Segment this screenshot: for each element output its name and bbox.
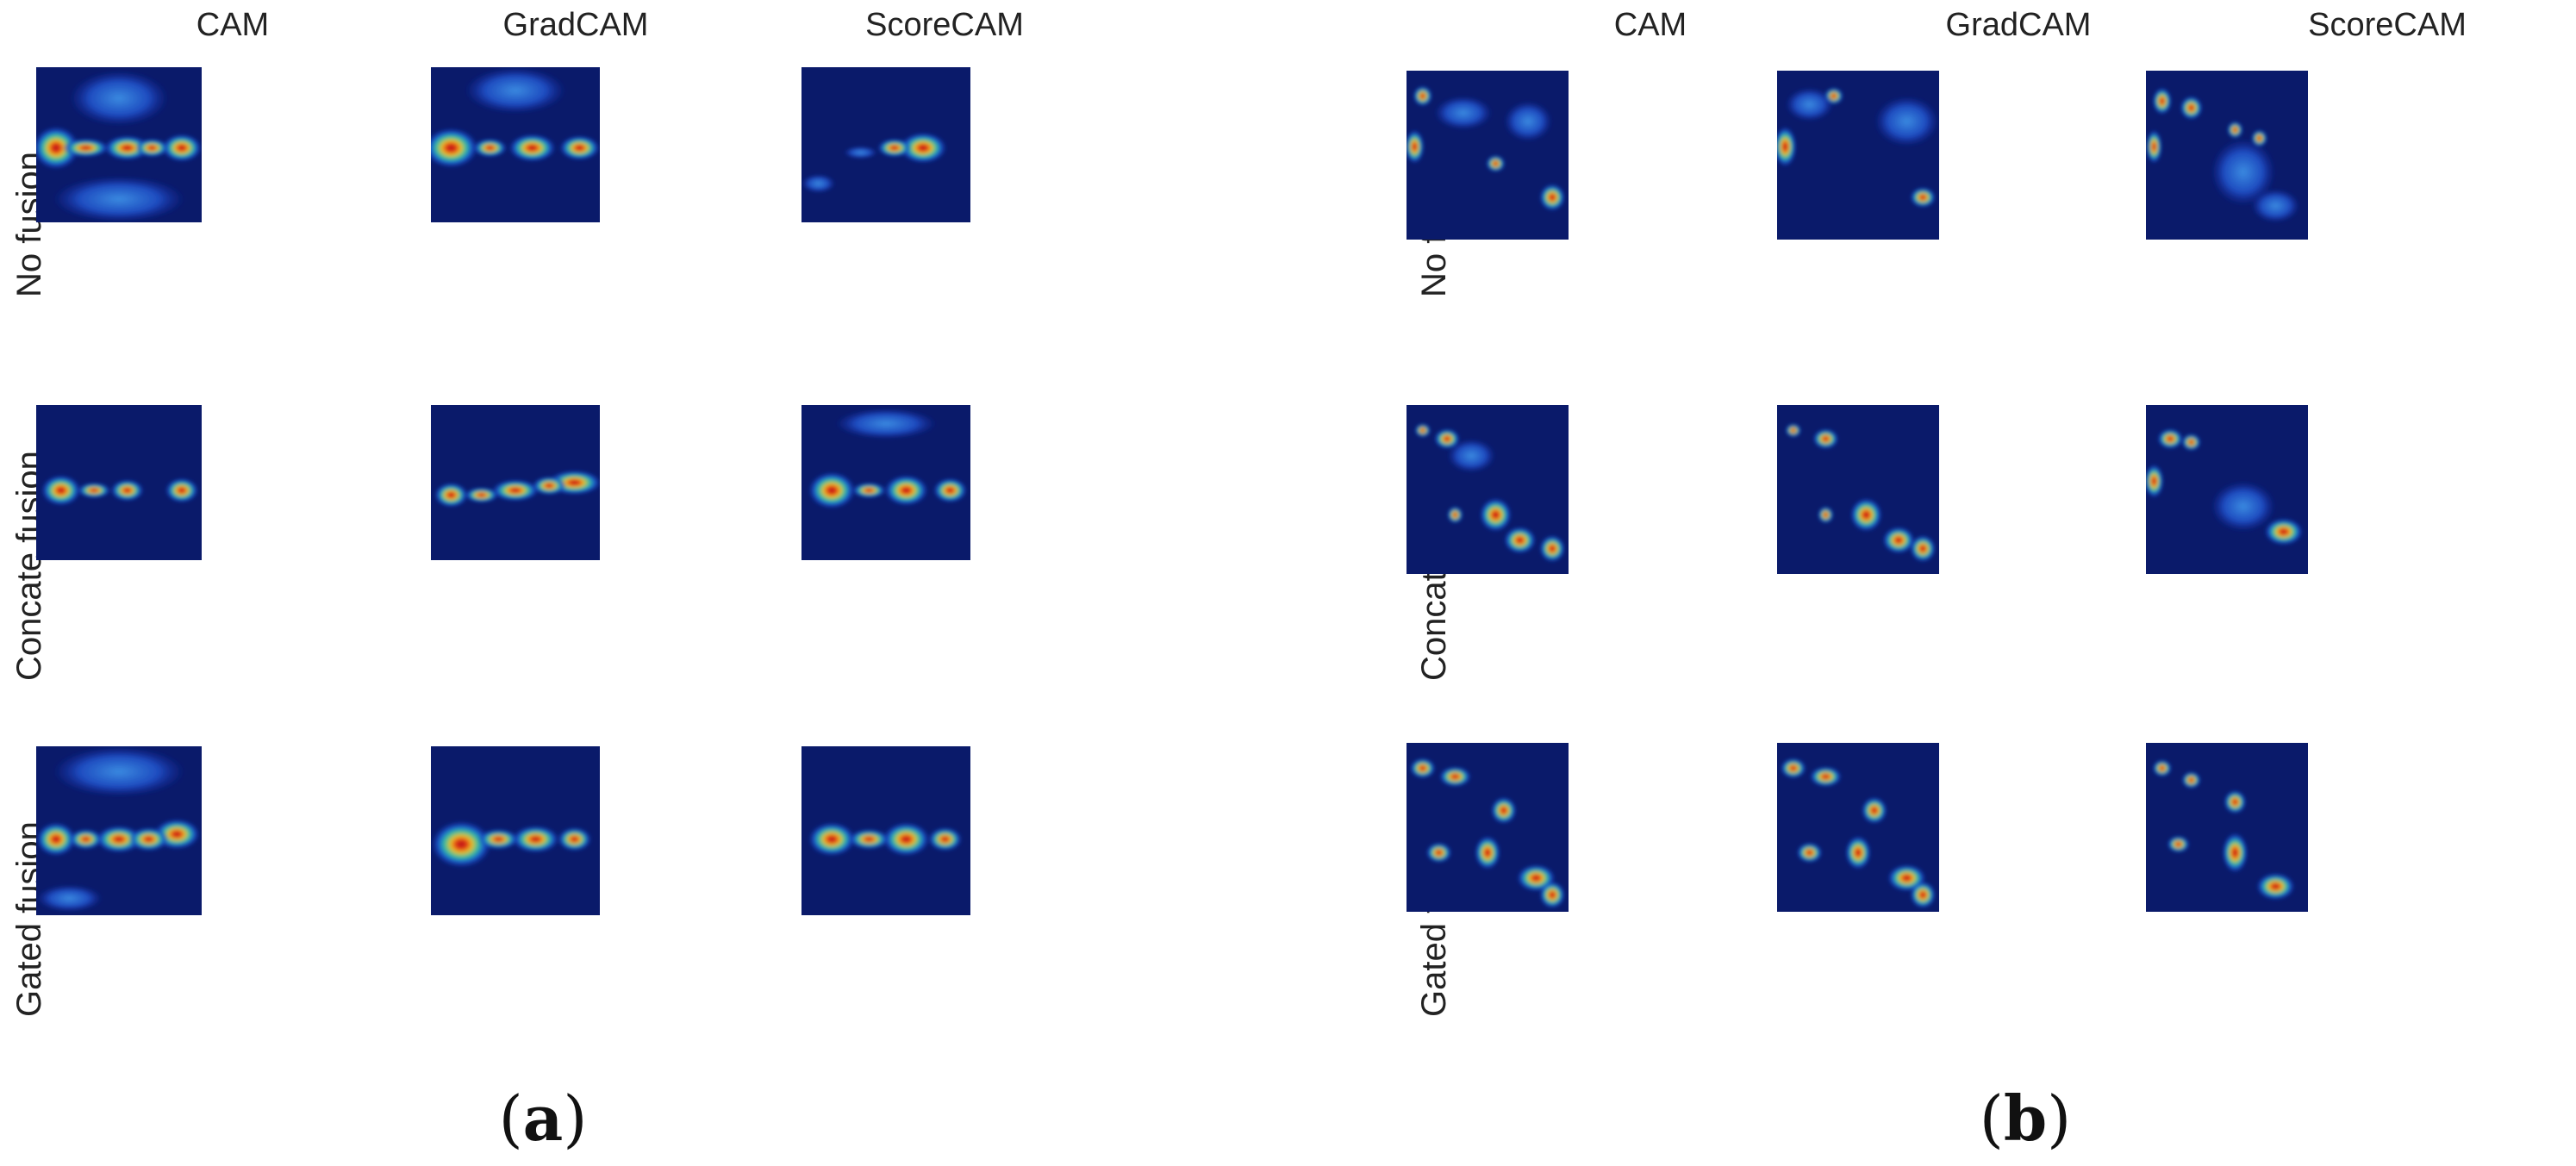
heatmap-b-r2-c2: [1777, 405, 1939, 574]
heatmap-a-r2-c2: [431, 405, 600, 560]
heatmap-b-r1-c1: [1407, 71, 1569, 240]
caption-b: (b): [1979, 1082, 2072, 1155]
panel-b: CAM GradCAM ScoreCAM No fusion Concate f…: [1379, 0, 2576, 1166]
heatmap-b-r3-c1: [1407, 743, 1569, 912]
heatmap-b-r1-c3: [2146, 71, 2308, 240]
column-label-cam: CAM: [196, 7, 270, 43]
column-label-gradcam: GradCAM: [502, 7, 649, 43]
column-label-scorecam: ScoreCAM: [865, 7, 1024, 43]
heatmap-a-r3-c2: [431, 746, 600, 915]
panel-a: CAM GradCAM ScoreCAM No fusion Concate f…: [0, 0, 1241, 1166]
heatmap-b-r2-c3: [2146, 405, 2308, 574]
heatmap-b-r3-c2: [1777, 743, 1939, 912]
heatmap-a-r3-c1: [36, 746, 202, 915]
column-label-cam-b: CAM: [1613, 7, 1687, 43]
heatmap-b-r1-c2: [1777, 71, 1939, 240]
heatmap-a-r3-c3: [801, 746, 970, 915]
heatmap-a-r1-c3: [801, 67, 970, 222]
column-label-scorecam-b: ScoreCAM: [2308, 7, 2467, 43]
heatmap-a-r1-c2: [431, 67, 600, 222]
heatmap-a-r1-c1: [36, 67, 202, 222]
heatmap-b-r3-c3: [2146, 743, 2308, 912]
heatmap-a-r2-c3: [801, 405, 970, 560]
column-label-gradcam-b: GradCAM: [1945, 7, 2092, 43]
heatmap-b-r2-c1: [1407, 405, 1569, 574]
heatmap-a-r2-c1: [36, 405, 202, 560]
caption-a: (a): [498, 1082, 588, 1155]
